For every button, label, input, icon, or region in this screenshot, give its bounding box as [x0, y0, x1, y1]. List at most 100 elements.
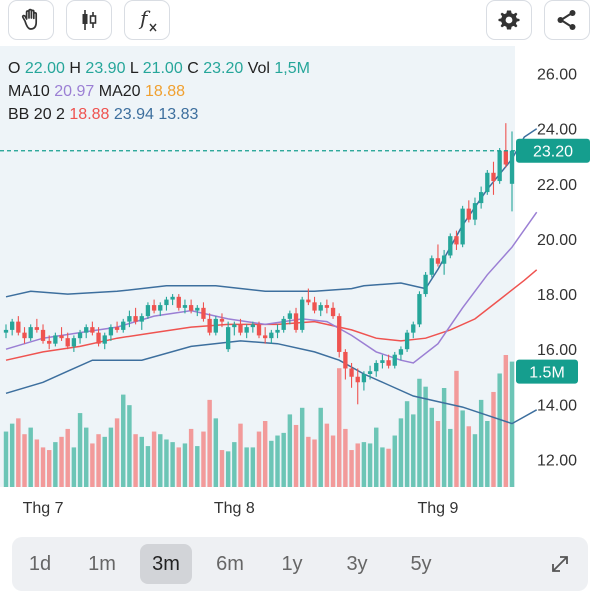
close-label: C [187, 60, 199, 77]
volume-bar [250, 447, 256, 487]
range-1d-button[interactable]: 1d [28, 552, 52, 575]
candle [232, 321, 237, 336]
candle [386, 354, 391, 369]
candle [256, 321, 262, 339]
volume-bar [262, 421, 268, 487]
candle [145, 302, 151, 319]
fullscreen-button[interactable] [540, 544, 580, 584]
bb-upper-value: 23.94 [113, 106, 154, 123]
volume-bar [244, 447, 249, 487]
settings-button[interactable] [486, 0, 532, 40]
chart-type-button[interactable] [66, 0, 112, 40]
volume-bar [336, 368, 342, 487]
candle [170, 294, 175, 306]
volume-bar [71, 447, 77, 487]
candle [244, 324, 249, 339]
volume-bars [3, 355, 515, 487]
candle [361, 371, 367, 391]
volume-bar [53, 442, 58, 487]
volume-bar [188, 428, 194, 487]
volume-bar [3, 431, 9, 487]
volume-bar [454, 370, 459, 487]
volume-bar [164, 439, 169, 487]
last-price-tag [516, 138, 590, 163]
volume-bar [219, 450, 225, 487]
price-tick-label: 16.00 [537, 342, 577, 359]
bollinger-upper-line [5, 128, 538, 298]
volume-bar [478, 399, 484, 487]
volume-bar [195, 446, 200, 487]
candle [127, 310, 132, 328]
volume-bar [238, 423, 243, 487]
candle [503, 123, 508, 168]
volume-label: Vol [247, 60, 270, 77]
low-label: L [129, 60, 139, 77]
candle [139, 313, 144, 330]
price-tick-label: 14.00 [537, 397, 577, 414]
candle [293, 307, 299, 333]
candle [380, 354, 385, 369]
share-button[interactable] [544, 0, 590, 40]
range-5y-button[interactable]: 5y [410, 552, 432, 575]
candle [213, 316, 218, 336]
range-3y-button[interactable]: 3y [346, 552, 368, 575]
candle [164, 296, 169, 311]
candle [509, 131, 515, 212]
candle [84, 324, 89, 339]
volume-tag-text: 1.5M [529, 365, 565, 382]
price-chart[interactable]: 26.00 24.00 22.00 20.00 18.00 16.00 14.00 12.00… [0, 46, 600, 526]
candle [392, 351, 397, 369]
candle [182, 299, 188, 314]
candle [22, 327, 27, 344]
volume-tag [516, 359, 578, 384]
volume-bar [306, 436, 311, 487]
range-1y-button[interactable]: 1y [281, 552, 303, 575]
volume-bar [293, 424, 299, 487]
candle [3, 324, 9, 339]
candle [330, 302, 336, 319]
time-axis: Thg 7 Thg 8 Thg 9 [23, 500, 459, 517]
last-price-tag-text: 23.20 [533, 144, 573, 161]
volume-bar [287, 414, 293, 487]
time-tick-label: Thg 9 [417, 500, 458, 517]
candle [65, 332, 70, 350]
range-6m-button[interactable]: 6m [216, 552, 244, 575]
time-tick-label: Thg 8 [214, 500, 255, 517]
price-tick-label: 18.00 [537, 287, 577, 304]
volume-bar [114, 418, 120, 487]
candle [466, 200, 471, 223]
range-3m-button[interactable]: 3m [140, 544, 192, 584]
ma10-label: MA10 [8, 83, 50, 100]
candle [114, 321, 120, 333]
range-1m-button[interactable]: 1m [88, 552, 116, 575]
candle [460, 205, 465, 248]
hand-tool-button[interactable] [8, 0, 54, 40]
volume-bar [466, 426, 472, 487]
ohlc-legend: O 22.00 H 23.90 L 21.00 C 23.20 Vol 1,5M [8, 60, 310, 78]
candle [374, 360, 379, 377]
volume-bar [207, 399, 212, 487]
candle [207, 313, 212, 336]
indicators-button[interactable]: f [124, 0, 170, 40]
candle [176, 294, 181, 311]
candle [281, 316, 286, 333]
volume-bar [417, 378, 422, 487]
volume-bar [213, 418, 219, 487]
price-tick-label: 22.00 [537, 177, 577, 194]
candle [59, 327, 64, 341]
volume-bar [460, 410, 465, 487]
volume-bar [34, 439, 40, 487]
candle [188, 299, 194, 314]
candle [250, 321, 255, 333]
volume-bar [380, 447, 385, 487]
candle [269, 329, 274, 344]
volume-bar [485, 421, 490, 487]
bb-lower-value: 13.83 [158, 106, 199, 123]
candle [219, 313, 225, 328]
volume-bar [108, 427, 114, 487]
candle [34, 318, 40, 333]
ma20-label: MA20 [98, 83, 141, 100]
volume-bar [392, 435, 397, 487]
volume-bar [343, 428, 348, 487]
candle [337, 313, 342, 358]
